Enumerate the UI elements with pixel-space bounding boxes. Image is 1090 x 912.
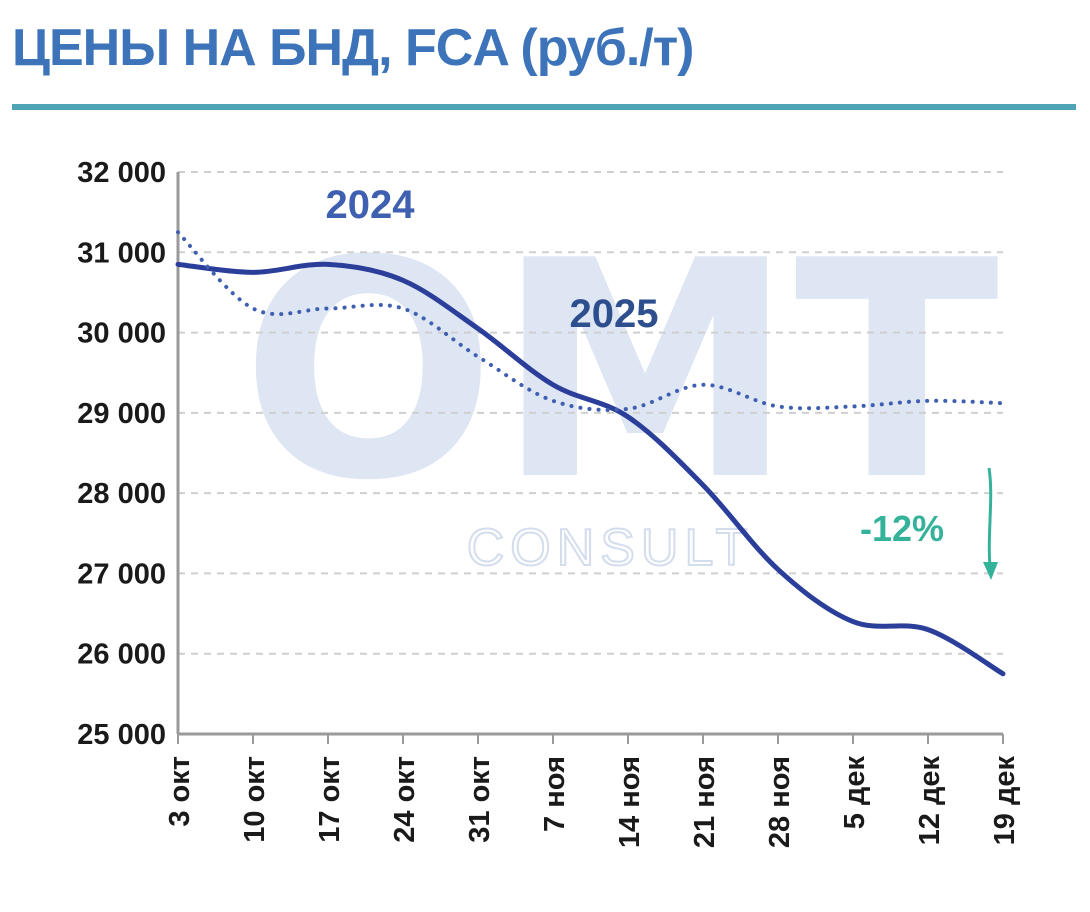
x-axis-ticks: 3 окт 10 окт 17 окт 24 окт 31 окт 7 ноя 14 ноя… (164, 734, 1021, 848)
watermark-omt: OMT (241, 197, 1001, 546)
percent-change-label: -12% (860, 508, 944, 549)
watermark-logo: OMT CONSULT (241, 197, 1001, 578)
y-tick-label: 26 000 (77, 639, 166, 671)
y-tick-label: 28 000 (77, 478, 166, 510)
title-divider (12, 104, 1076, 110)
series-label-2025: 2025 (570, 292, 659, 336)
series-labels: 2025 2024 (326, 183, 659, 336)
percent-change-annotation: -12% (860, 467, 998, 580)
y-tick-label: 25 000 (77, 719, 166, 751)
y-axis-ticks: 32 000 31 000 30 000 29 000 28 000 27 000 26 0… (77, 157, 166, 751)
x-tick-label: 28 ноя (764, 756, 796, 848)
x-tick-label: 12 дек (914, 756, 946, 846)
x-tick-label: 17 окт (314, 756, 346, 843)
x-tick-label: 3 окт (164, 756, 196, 827)
down-arrow-head (983, 562, 998, 580)
y-tick-label: 27 000 (77, 558, 166, 590)
x-tick-label: 10 окт (239, 756, 271, 843)
y-tick-label: 30 000 (77, 318, 166, 350)
x-tick-label: 14 ноя (614, 756, 646, 848)
y-tick-label: 31 000 (77, 237, 166, 269)
x-tick-label: 7 ноя (539, 756, 571, 832)
page-title: ЦЕНЫ НА БНД, FCA (руб./т) (12, 19, 694, 77)
down-arrow-shaft (987, 467, 993, 577)
series-lines (175, 230, 1006, 677)
series-line-2025 (175, 261, 1006, 677)
watermark-consult: CONSULT (467, 519, 754, 577)
x-tick-label: 31 окт (464, 756, 496, 843)
x-tick-label: 21 ноя (689, 756, 721, 848)
x-tick-label: 19 дек (989, 756, 1021, 846)
y-tick-label: 32 000 (77, 157, 166, 189)
y-tick-label: 29 000 (77, 398, 166, 430)
x-tick-label: 5 дек (839, 756, 871, 830)
series-line-2024 (176, 230, 1005, 412)
series-label-2024: 2024 (326, 183, 416, 227)
x-tick-label: 24 окт (389, 756, 421, 843)
